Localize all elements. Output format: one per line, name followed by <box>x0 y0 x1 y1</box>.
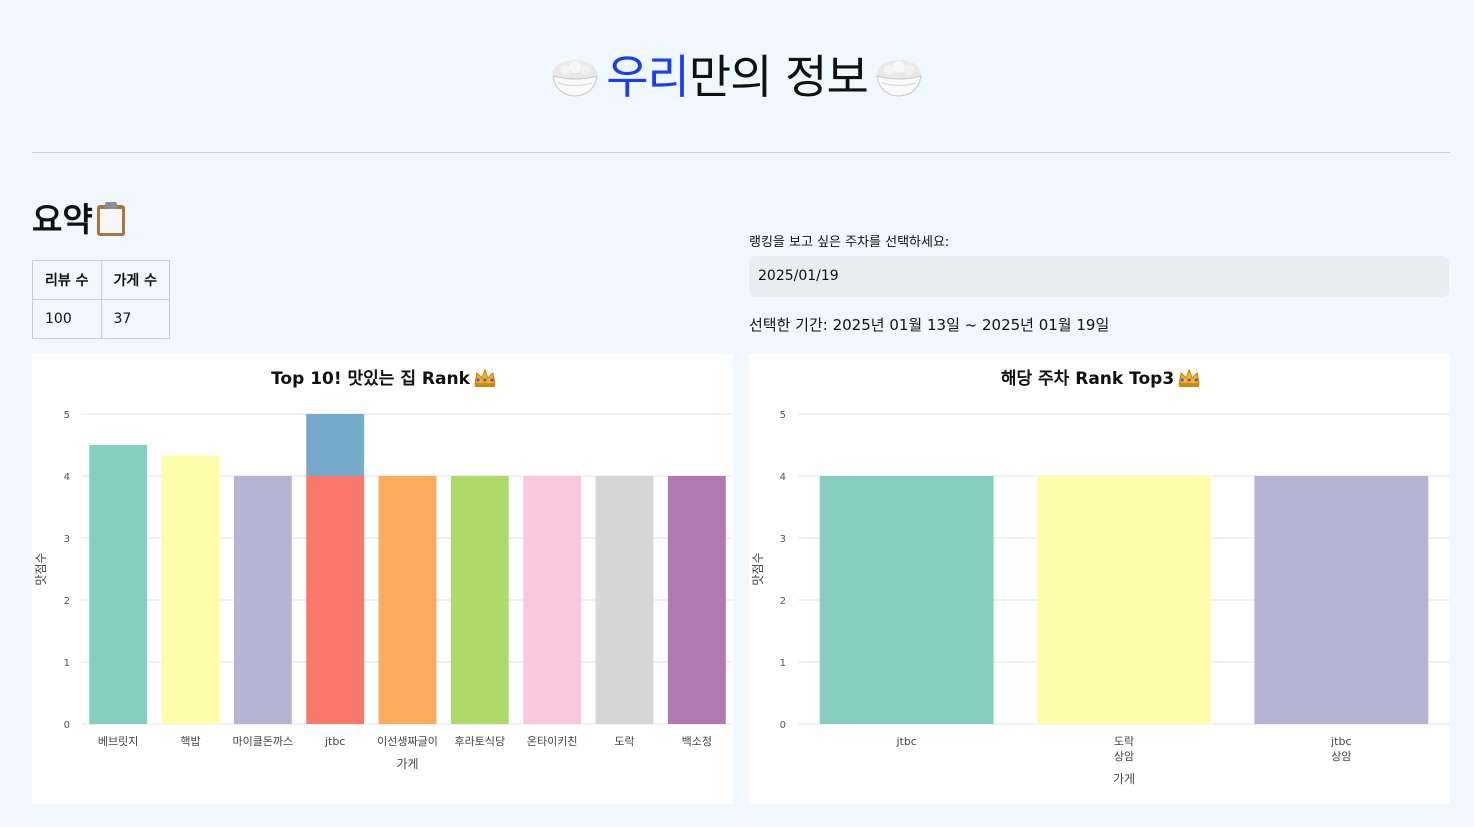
x-tick-label: 도락 <box>614 735 634 748</box>
review-count-value: 100 <box>32 299 102 339</box>
bar <box>595 476 654 724</box>
y-tick-label: 4 <box>64 472 70 483</box>
y-tick-label: 0 <box>780 720 786 731</box>
bar <box>819 476 994 724</box>
x-tick-label: 온타이키친 <box>527 735 578 748</box>
x-tick-label: 백소정 <box>682 735 712 748</box>
chart-title: 해당 주차 Rank Top3 <box>1001 369 1174 389</box>
bar <box>306 476 365 724</box>
bar <box>161 455 220 724</box>
x-tick-label: 상암 <box>1114 750 1134 763</box>
rice-bowl-icon <box>876 60 922 97</box>
y-tick-label: 1 <box>780 658 786 669</box>
x-tick-label: 베브릿지 <box>98 735 138 748</box>
header-divider <box>32 152 1450 153</box>
y-axis-label: 맛점수 <box>34 552 48 585</box>
y-tick-label: 1 <box>64 658 70 669</box>
chart-title: Top 10! 맛있는 집 Rank <box>271 369 470 389</box>
x-tick-label: 핵밥 <box>180 735 200 748</box>
x-tick-label: 도락 <box>1114 735 1134 748</box>
selected-period-text: 선택한 기간: 2025년 01월 13일 ~ 2025년 01월 19일 <box>749 316 1110 334</box>
bar <box>523 476 582 724</box>
bar <box>233 476 292 724</box>
y-tick-label: 3 <box>64 534 70 545</box>
bar <box>667 476 726 724</box>
y-tick-label: 3 <box>780 534 786 545</box>
x-tick-label: jtbc <box>324 735 345 748</box>
x-axis-label: 가게 <box>396 757 418 771</box>
week-select-label: 랭킹을 보고 싶은 주차를 선택하세요: <box>749 235 950 250</box>
top10-chart-card: 0 1 2 3 4 5 베브릿지 핵밥 마이클돈까스 jtbc 이선생짜글이 후라토식당 온타이키친 도락… <box>32 354 733 804</box>
clipboard-icon <box>96 202 125 236</box>
y-tick-label: 4 <box>780 472 786 483</box>
review-count-header: 리뷰 수 <box>32 260 102 300</box>
summary-table: 리뷰 수 가게 수 100 37 <box>32 260 171 339</box>
summary-header-row: 리뷰 수 가게 수 <box>32 260 171 300</box>
rice-bowl-icon <box>552 60 598 97</box>
title-rest: 만의 정보 <box>688 50 869 104</box>
summary-heading: 요약 <box>32 198 127 242</box>
bar <box>89 445 148 724</box>
x-tick-label: 후라토식당 <box>455 735 506 748</box>
week-select-input[interactable]: 2025/01/19 <box>749 256 1449 297</box>
summary-value-row: 100 37 <box>32 299 171 339</box>
y-tick-label: 0 <box>64 720 70 731</box>
x-axis-label: 가게 <box>1113 772 1135 786</box>
x-tick-label: 상암 <box>1331 750 1351 763</box>
y-tick-label: 5 <box>780 410 786 421</box>
bar <box>1254 476 1429 724</box>
y-tick-label: 2 <box>64 596 70 607</box>
summary-title-text: 요약 <box>32 200 93 239</box>
crown-icon <box>1178 368 1200 387</box>
bar <box>1037 476 1211 724</box>
title-accent: 우리 <box>606 50 690 104</box>
bar <box>306 414 365 476</box>
bar <box>450 476 509 724</box>
y-tick-label: 5 <box>64 410 70 421</box>
y-axis-label: 맛점수 <box>751 552 765 585</box>
x-tick-label: 마이클돈까스 <box>232 735 293 748</box>
x-tick-label: jtbc <box>895 735 916 748</box>
x-tick-label: jtbc <box>1330 735 1351 748</box>
bar <box>378 476 437 724</box>
x-tick-label: 이선생짜글이 <box>377 735 438 748</box>
top10-chart: 0 1 2 3 4 5 베브릿지 핵밥 마이클돈까스 jtbc 이선생짜글이 후라토식당 온타이키친 도락… <box>34 368 733 771</box>
page-title: 우리만의 정보 <box>0 44 1474 110</box>
store-count-header: 가게 수 <box>100 260 171 300</box>
y-tick-label: 2 <box>780 596 786 607</box>
store-count-value: 37 <box>100 299 171 339</box>
crown-icon <box>474 368 496 387</box>
